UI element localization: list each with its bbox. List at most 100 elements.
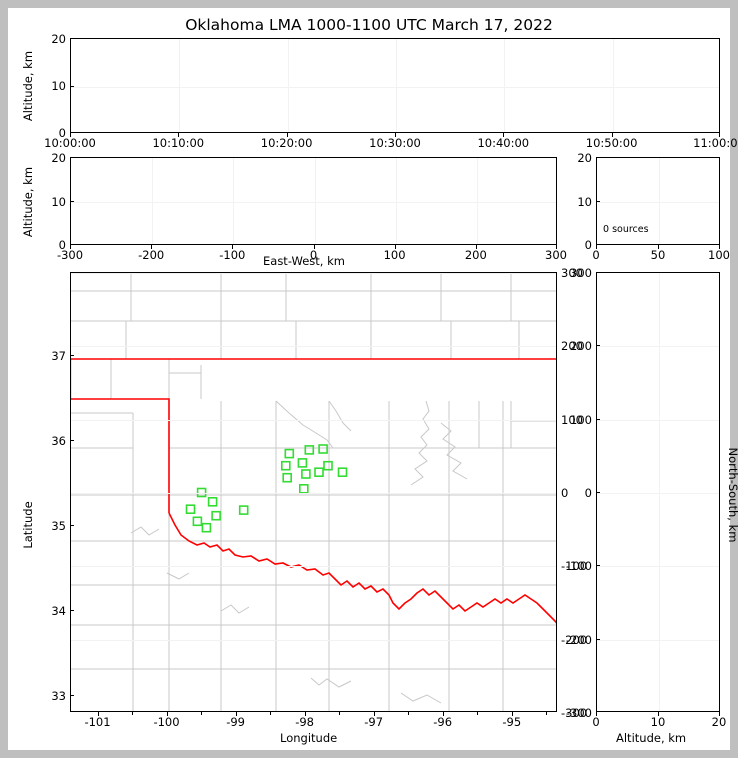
gridline (314, 158, 316, 244)
east-west-height-axes[interactable] (70, 157, 557, 245)
tick (270, 712, 272, 715)
tick-label-x: 11:00:00 (693, 136, 738, 150)
tick (70, 245, 71, 249)
source-count-axes[interactable]: 0 sources (596, 157, 720, 245)
tick-label-y: 10 (577, 195, 592, 209)
axis-title-y: Altitude, km (21, 50, 35, 122)
map-graphic (71, 273, 556, 711)
tick (611, 133, 613, 137)
tick (596, 712, 597, 716)
tick (70, 201, 74, 202)
tick-label-x: -97 (364, 715, 384, 729)
tick-label-x: -95 (502, 715, 522, 729)
figure-title: Oklahoma LMA 1000-1100 UTC March 17, 202… (185, 16, 553, 34)
gridline (71, 202, 556, 203)
gridline (179, 39, 181, 132)
tick (132, 712, 133, 715)
lma-source-marker (318, 444, 328, 454)
tick-label-y: 20 (577, 151, 592, 165)
tick-label-y: 20 (51, 151, 66, 165)
tick (151, 245, 153, 249)
tick-label-x: -99 (226, 715, 245, 729)
tick (97, 712, 99, 716)
gridline (71, 493, 556, 494)
tick-label-x: 50 (650, 248, 666, 262)
lma-source-marker (211, 510, 221, 521)
tick-label-y: 100 (570, 413, 592, 427)
source-count-annotation: 0 sources (603, 224, 649, 235)
tick-label-y: 0 (58, 126, 66, 140)
tick (596, 492, 600, 493)
lma-source-marker (185, 504, 196, 514)
lma-source-marker (297, 458, 308, 468)
tick (394, 245, 396, 249)
tick-label-x: 10:50:00 (585, 136, 638, 150)
tick (442, 712, 444, 716)
tick-label-y: 10 (51, 195, 66, 209)
tick-label-x: -200 (138, 248, 165, 262)
tick-label-x: 100 (383, 248, 406, 262)
tick-label-x: 10:30:00 (369, 136, 421, 150)
gridline (597, 566, 719, 568)
tick-label-y: 10 (51, 79, 66, 93)
tick-label-y-right: -100 (561, 559, 588, 573)
lma-source-marker (238, 505, 249, 515)
tick (719, 712, 720, 716)
north-south-height-axes[interactable] (596, 272, 720, 712)
tick-label-y-right: 0 (561, 486, 569, 500)
gridline (504, 39, 506, 132)
lma-source-marker (323, 460, 333, 471)
tick-label-x: 100 (708, 248, 730, 262)
tick (70, 440, 74, 441)
tick (70, 133, 71, 137)
tick (232, 245, 234, 249)
lma-source-marker (207, 497, 218, 507)
gridline (597, 346, 719, 348)
tick-label-y-right: 300 (561, 266, 583, 280)
tick-label-y: -100 (565, 559, 592, 573)
tick-label-x: 300 (545, 248, 567, 262)
tick-label-x: -96 (433, 715, 453, 729)
tick-label-y: 0 (584, 238, 592, 252)
tick-label-y: 0 (58, 238, 66, 252)
tick (178, 133, 180, 137)
tick (719, 133, 720, 137)
plan-view-axes[interactable] (70, 272, 557, 712)
lma-source-marker (299, 484, 309, 494)
tick (201, 712, 202, 715)
gridline (396, 39, 397, 132)
tick-label-y: 300 (570, 266, 592, 280)
tick (395, 133, 396, 137)
axis-title-x: Longitude (280, 731, 338, 745)
tick (70, 610, 74, 611)
lma-source-marker (337, 467, 348, 477)
gridline (152, 158, 154, 244)
tick (313, 245, 315, 249)
lma-source-marker (304, 445, 315, 455)
gridline (597, 639, 719, 641)
tick (339, 712, 341, 715)
tick (477, 712, 479, 715)
tick (475, 245, 477, 249)
tick (304, 712, 306, 716)
tick-label-x: 0 (592, 715, 600, 729)
tick (373, 712, 375, 716)
lma-source-marker (281, 460, 291, 471)
tick (166, 712, 168, 716)
time-height-axes[interactable] (70, 38, 720, 133)
tick-label-x: 10:40:00 (477, 136, 530, 150)
tick (596, 345, 600, 347)
tick-label-y-right: -200 (561, 633, 588, 647)
tick-label-x: 10 (650, 715, 666, 729)
gridline (71, 566, 556, 568)
tick-label-x: 20 (711, 715, 727, 729)
tick-label-y: -300 (565, 706, 592, 720)
tick-label-y: 34 (51, 604, 66, 618)
tick (596, 565, 600, 567)
gridline (395, 158, 397, 244)
gridline (597, 419, 719, 421)
tick-label-y: 33 (51, 689, 66, 703)
tick-label-x: 10:20:00 (260, 136, 313, 150)
tick (70, 695, 74, 696)
gridline (476, 158, 478, 244)
